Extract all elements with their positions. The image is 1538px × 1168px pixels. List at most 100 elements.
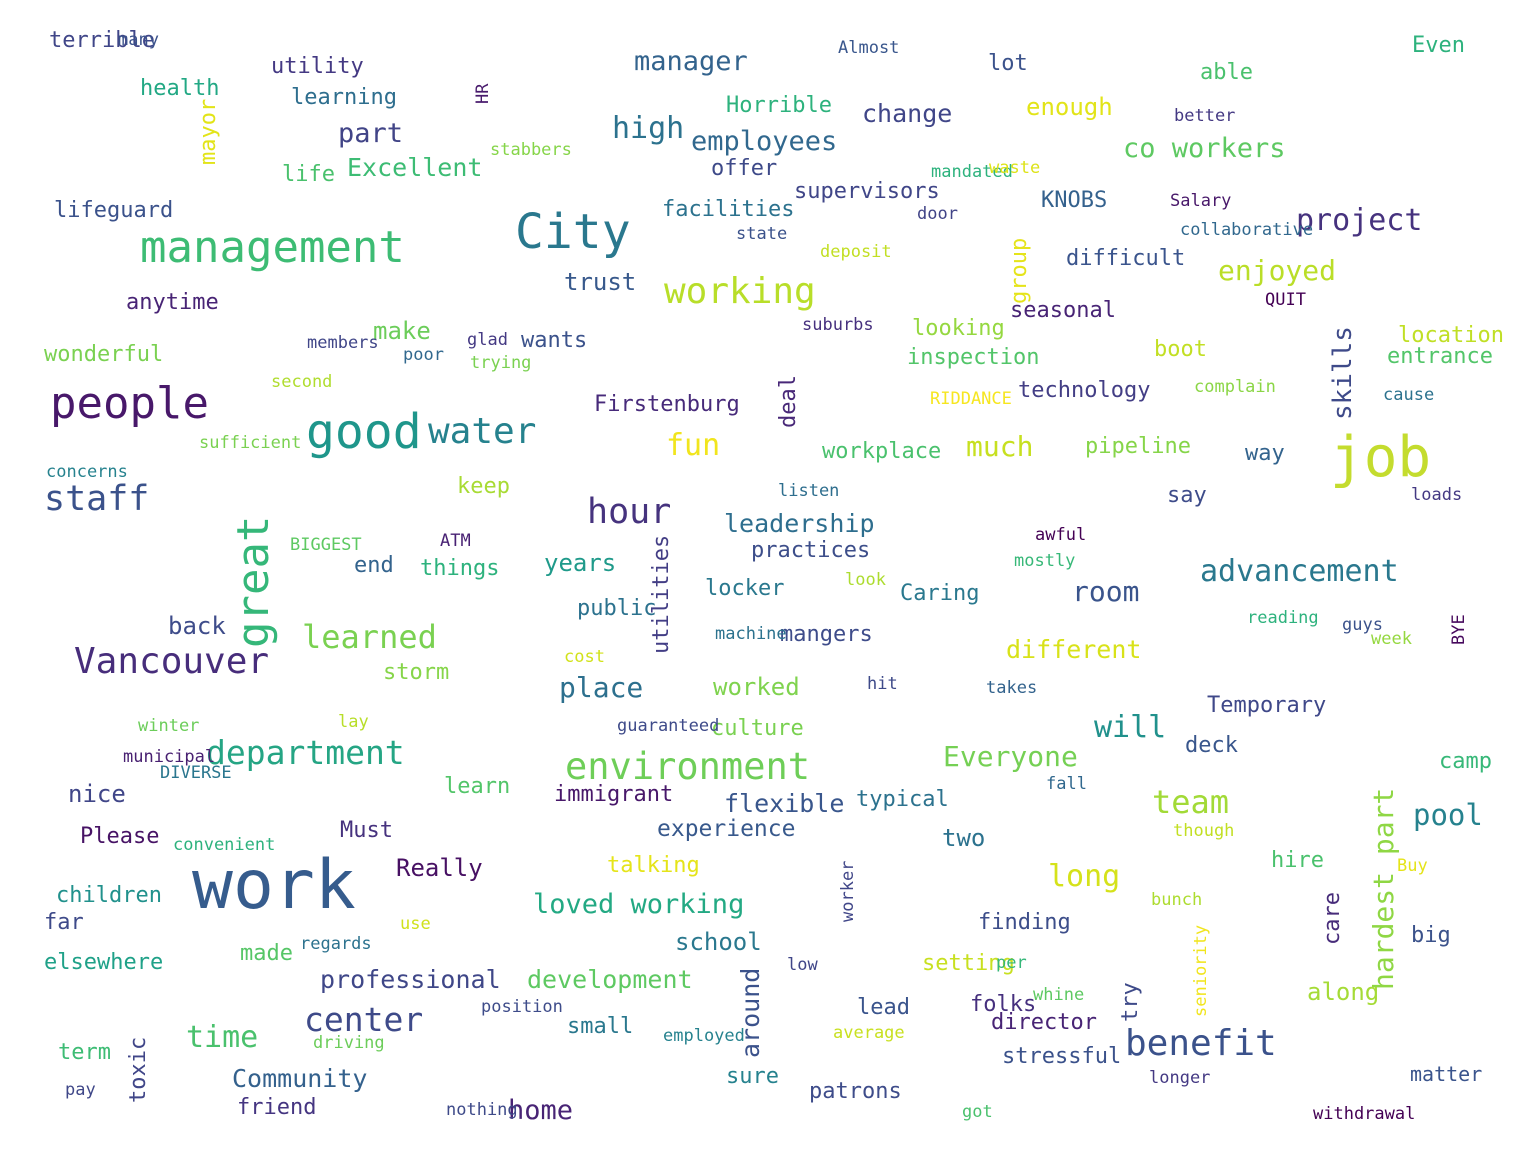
- word-look: look: [845, 570, 886, 590]
- word-atm: ATM: [440, 531, 471, 551]
- word-position: position: [481, 997, 563, 1017]
- word-professional: professional: [320, 965, 501, 994]
- word-even: Even: [1412, 33, 1465, 58]
- word-excellent: Excellent: [347, 153, 483, 182]
- word-elsewhere: elsewhere: [44, 950, 164, 975]
- word-bye: BYE: [1449, 614, 1469, 645]
- word-part: part: [338, 118, 404, 149]
- word-deck: deck: [1185, 733, 1238, 758]
- word-leadership: leadership: [724, 509, 875, 538]
- word-wants: wants: [521, 328, 588, 353]
- word-manager: manager: [634, 46, 748, 77]
- word-experience: experience: [657, 816, 796, 842]
- word-friend: friend: [237, 1095, 317, 1120]
- word-practices: practices: [751, 538, 871, 563]
- word-home: home: [508, 1095, 574, 1126]
- word-lot: lot: [988, 51, 1028, 76]
- word-seniority: seniority: [1191, 924, 1211, 1017]
- word-mandated: mandated: [931, 162, 1013, 182]
- word-trying: trying: [470, 353, 532, 373]
- word-trust: trust: [564, 268, 637, 296]
- word-toxic: toxic: [126, 1036, 151, 1103]
- word-time: time: [186, 1020, 259, 1055]
- word-everyone: Everyone: [943, 740, 1078, 773]
- word-community: Community: [232, 1064, 368, 1093]
- word-location: location: [1398, 323, 1504, 348]
- word-nice: nice: [68, 780, 126, 808]
- word-camp: camp: [1439, 749, 1492, 774]
- word-keep: keep: [457, 474, 510, 499]
- word-bunch: bunch: [1151, 890, 1203, 910]
- word-suburbs: suburbs: [802, 315, 874, 335]
- word-use: use: [400, 914, 431, 934]
- word-knobs: KNOBS: [1041, 188, 1108, 213]
- word-must: Must: [340, 818, 393, 843]
- word-things: things: [420, 556, 500, 581]
- word-department: department: [206, 733, 405, 772]
- word-made: made: [240, 941, 293, 966]
- word-utilities: utilities: [649, 534, 674, 654]
- word-children: children: [56, 883, 162, 908]
- word-buy: Buy: [1397, 856, 1428, 876]
- word-takes: takes: [986, 678, 1038, 698]
- word-far: far: [44, 910, 84, 935]
- word-along: along: [1307, 978, 1380, 1006]
- word-small: small: [567, 1014, 634, 1039]
- word-learning: learning: [291, 85, 397, 110]
- word-setting: setting: [922, 951, 1015, 976]
- word-state: state: [736, 224, 788, 244]
- word-hit: hit: [867, 674, 898, 694]
- word-worker: worker: [838, 860, 858, 922]
- word-will: will: [1094, 710, 1167, 745]
- word-worked: worked: [713, 673, 800, 701]
- word-loads: loads: [1411, 485, 1463, 505]
- word-salary: Salary: [1170, 191, 1232, 211]
- word-group: group: [1007, 237, 1032, 304]
- word-mostly: mostly: [1014, 551, 1076, 571]
- word-people: people: [50, 378, 209, 429]
- word-nothing: nothing: [446, 1100, 518, 1120]
- word-cost: cost: [564, 647, 605, 667]
- word-term: term: [58, 1040, 111, 1065]
- word-storm: storm: [383, 660, 450, 685]
- word-public: public: [577, 596, 657, 621]
- word-care: care: [1320, 892, 1345, 945]
- word-school: school: [675, 928, 762, 956]
- word-great: great: [228, 515, 279, 648]
- word-mangers: mangers: [780, 622, 873, 647]
- word-sure: sure: [726, 1064, 779, 1089]
- word-cause: cause: [1383, 385, 1435, 405]
- word-facilities: facilities: [662, 197, 795, 222]
- word-employed: employed: [663, 1026, 745, 1046]
- word-better: better: [1174, 106, 1236, 126]
- word-vancouver: Vancouver: [74, 641, 270, 682]
- word-offer: offer: [711, 156, 778, 181]
- word-please: Please: [80, 824, 160, 849]
- word-matter: matter: [1410, 1062, 1483, 1086]
- word-collaborative: collaborative: [1180, 220, 1314, 240]
- word-terrible: terrible: [49, 28, 155, 53]
- word-waste: waste: [989, 158, 1041, 178]
- word-benefit: benefit: [1125, 1023, 1277, 1064]
- word-guys: guys: [1342, 615, 1383, 635]
- word-complain: complain: [1194, 377, 1276, 397]
- word-room: room: [1072, 575, 1140, 608]
- word-make: make: [373, 317, 431, 345]
- word-door: door: [917, 204, 958, 224]
- word-talking: talking: [607, 853, 700, 878]
- word-winter: winter: [138, 716, 200, 736]
- word-per: per: [996, 953, 1027, 973]
- word-enjoyed: enjoyed: [1218, 254, 1337, 287]
- word-flexible: flexible: [724, 789, 845, 818]
- word-change: change: [862, 99, 953, 128]
- word-really: Really: [396, 854, 483, 882]
- word-inspection: inspection: [907, 345, 1040, 370]
- word-wonderful: wonderful: [44, 342, 164, 367]
- word-try: try: [1118, 982, 1143, 1022]
- word-low: low: [787, 955, 818, 975]
- word-back: back: [168, 612, 226, 640]
- word-patrons: patrons: [809, 1079, 902, 1104]
- word-reading: reading: [1247, 608, 1319, 628]
- word-average: average: [833, 1023, 905, 1043]
- word-typical: typical: [856, 787, 949, 812]
